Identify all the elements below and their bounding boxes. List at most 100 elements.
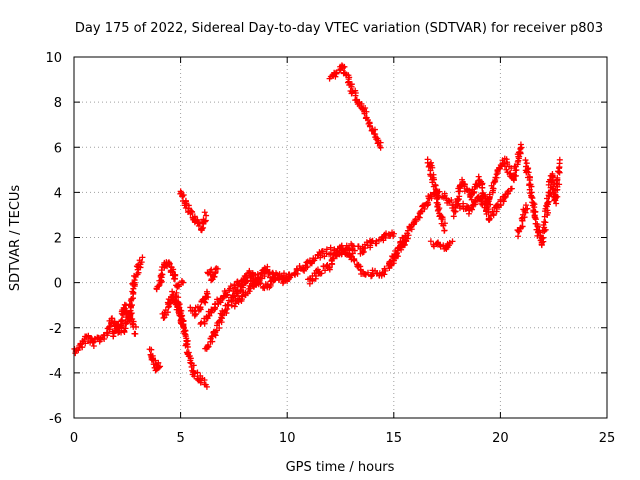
- data-point: [201, 298, 208, 305]
- data-point: [427, 191, 434, 198]
- data-point: [184, 343, 191, 350]
- data-point: [189, 209, 196, 216]
- data-point: [221, 288, 228, 295]
- data-point: [542, 219, 549, 226]
- data-point: [515, 153, 522, 160]
- data-point: [456, 205, 463, 212]
- data-point: [377, 139, 384, 146]
- data-point: [214, 296, 221, 303]
- data-point: [501, 195, 508, 202]
- data-point: [536, 229, 543, 236]
- data-point: [308, 260, 315, 267]
- data-point: [327, 244, 334, 251]
- data-point: [390, 257, 397, 264]
- data-point: [175, 299, 182, 306]
- data-point: [338, 242, 345, 249]
- data-point: [483, 204, 490, 211]
- data-point: [175, 283, 182, 290]
- data-point: [512, 172, 519, 179]
- data-point: [394, 253, 401, 260]
- data-point: [470, 190, 477, 197]
- data-point: [208, 333, 215, 340]
- data-point: [197, 304, 204, 311]
- data-point: [367, 242, 374, 249]
- data-point: [494, 169, 501, 176]
- data-point: [497, 201, 504, 208]
- data-point: [326, 264, 333, 271]
- data-point: [435, 206, 442, 213]
- chart-title: Day 175 of 2022, Sidereal Day-to-day VTE…: [75, 21, 603, 36]
- data-point: [103, 329, 110, 336]
- data-point: [475, 193, 482, 200]
- data-point: [364, 269, 371, 276]
- data-point: [106, 324, 113, 331]
- x-tick-label: 20: [492, 431, 509, 446]
- data-point: [90, 343, 97, 350]
- data-point: [224, 291, 231, 298]
- data-point: [449, 238, 456, 245]
- data-point: [204, 344, 211, 351]
- data-point: [127, 303, 134, 310]
- data-point: [553, 200, 560, 207]
- data-point: [157, 363, 164, 370]
- data-point: [201, 209, 208, 216]
- data-point: [492, 174, 499, 181]
- data-point: [191, 370, 198, 377]
- data-point: [518, 144, 525, 151]
- data-point: [539, 234, 546, 241]
- data-point: [203, 212, 210, 219]
- data-point: [180, 279, 187, 286]
- x-tick-label: 10: [279, 431, 296, 446]
- data-point: [79, 344, 86, 351]
- data-point: [358, 100, 365, 107]
- data-point: [468, 191, 475, 198]
- data-point: [139, 254, 146, 261]
- data-point: [517, 141, 524, 148]
- data-point: [524, 205, 531, 212]
- data-point: [304, 263, 311, 270]
- data-point: [390, 233, 397, 240]
- x-tick-label: 15: [386, 431, 403, 446]
- data-point: [522, 157, 529, 164]
- data-point: [339, 65, 346, 72]
- data-point: [279, 274, 286, 281]
- data-point: [158, 271, 165, 278]
- data-point: [494, 201, 501, 208]
- data-point: [528, 183, 535, 190]
- data-point: [544, 199, 551, 206]
- data-point: [552, 192, 559, 199]
- data-point: [146, 346, 153, 353]
- data-point: [132, 323, 139, 330]
- data-point: [461, 181, 468, 188]
- data-point: [203, 290, 210, 297]
- data-point: [89, 339, 96, 346]
- data-point: [157, 273, 164, 280]
- data-point: [360, 248, 367, 255]
- data-point: [417, 208, 424, 215]
- data-point: [313, 273, 320, 280]
- data-point: [398, 246, 405, 253]
- data-point: [166, 260, 173, 267]
- data-point: [543, 203, 550, 210]
- data-point: [436, 205, 443, 212]
- data-point: [554, 186, 561, 193]
- data-point: [373, 238, 380, 245]
- data-point: [206, 312, 213, 319]
- data-point: [424, 156, 431, 163]
- data-point: [545, 189, 552, 196]
- data-point: [351, 257, 358, 264]
- y-tick-label: 6: [54, 141, 62, 156]
- data-point: [418, 207, 425, 214]
- data-point: [239, 282, 246, 289]
- data-point: [450, 207, 457, 214]
- data-point: [183, 201, 190, 208]
- data-point: [128, 310, 135, 317]
- data-point: [155, 364, 162, 371]
- data-point: [528, 193, 535, 200]
- data-point: [493, 208, 500, 215]
- data-point: [281, 270, 288, 277]
- data-point: [198, 319, 205, 326]
- data-point: [288, 272, 295, 279]
- data-point: [317, 254, 324, 261]
